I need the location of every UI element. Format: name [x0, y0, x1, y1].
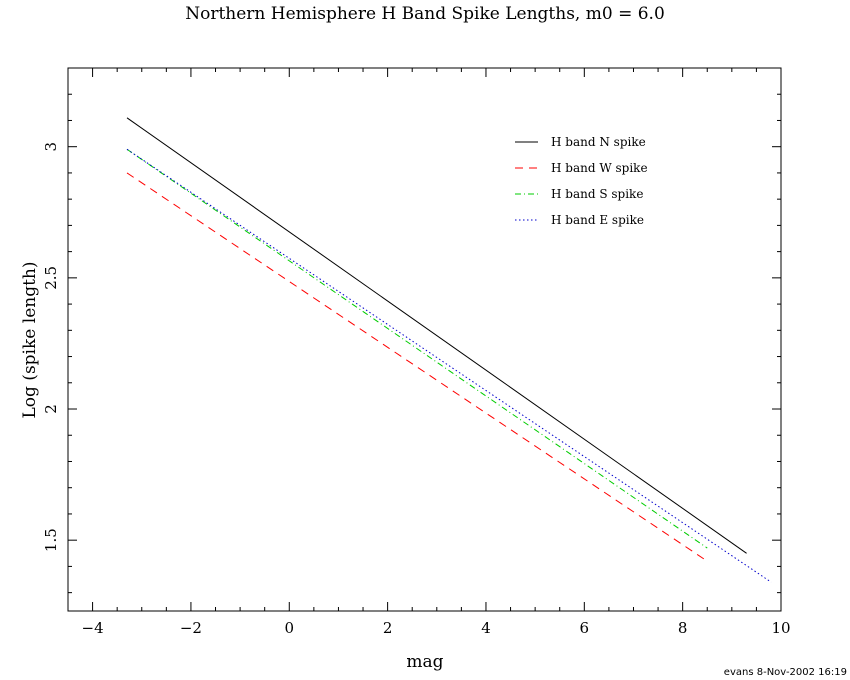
legend-label: H band N spike: [551, 135, 646, 149]
legend-label: H band E spike: [551, 213, 644, 227]
x-tick-label: −2: [180, 619, 202, 637]
footer-stamp: evans 8-Nov-2002 16:19: [724, 667, 847, 678]
plot-frame: [67, 67, 782, 612]
x-tick-label: 10: [771, 619, 790, 637]
x-axis-label: mag: [406, 652, 443, 672]
x-tick-label: 2: [383, 619, 393, 637]
y-axis-label: Log (spike length): [20, 262, 40, 419]
x-tick-label: 8: [678, 619, 688, 637]
x-axis-ticks: −4 −2 0 2 4 6 8 10: [67, 68, 791, 637]
y-tick-label: 2: [42, 404, 60, 414]
series-line: [126, 117, 747, 554]
y-tick-label: 1.5: [42, 528, 60, 552]
chart-title: Northern Hemisphere H Band Spike Lengths…: [185, 4, 665, 24]
y-axis-ticks: 1.5 2 2.5 3: [42, 93, 781, 594]
series-line: [126, 148, 708, 549]
x-tick-label: 6: [580, 619, 590, 637]
legend-label: H band S spike: [551, 187, 643, 201]
series-line: [126, 148, 772, 583]
x-tick-label: 0: [285, 619, 295, 637]
legend-label: H band W spike: [551, 161, 648, 175]
series-lines: [126, 117, 772, 583]
series-line: [126, 172, 708, 562]
x-tick-label: −4: [82, 619, 104, 637]
legend: H band N spike H band W spike H band S spi…: [515, 135, 648, 227]
y-tick-label: 3: [42, 142, 60, 152]
x-tick-label: 4: [481, 619, 491, 637]
y-tick-label: 2.5: [42, 266, 60, 290]
